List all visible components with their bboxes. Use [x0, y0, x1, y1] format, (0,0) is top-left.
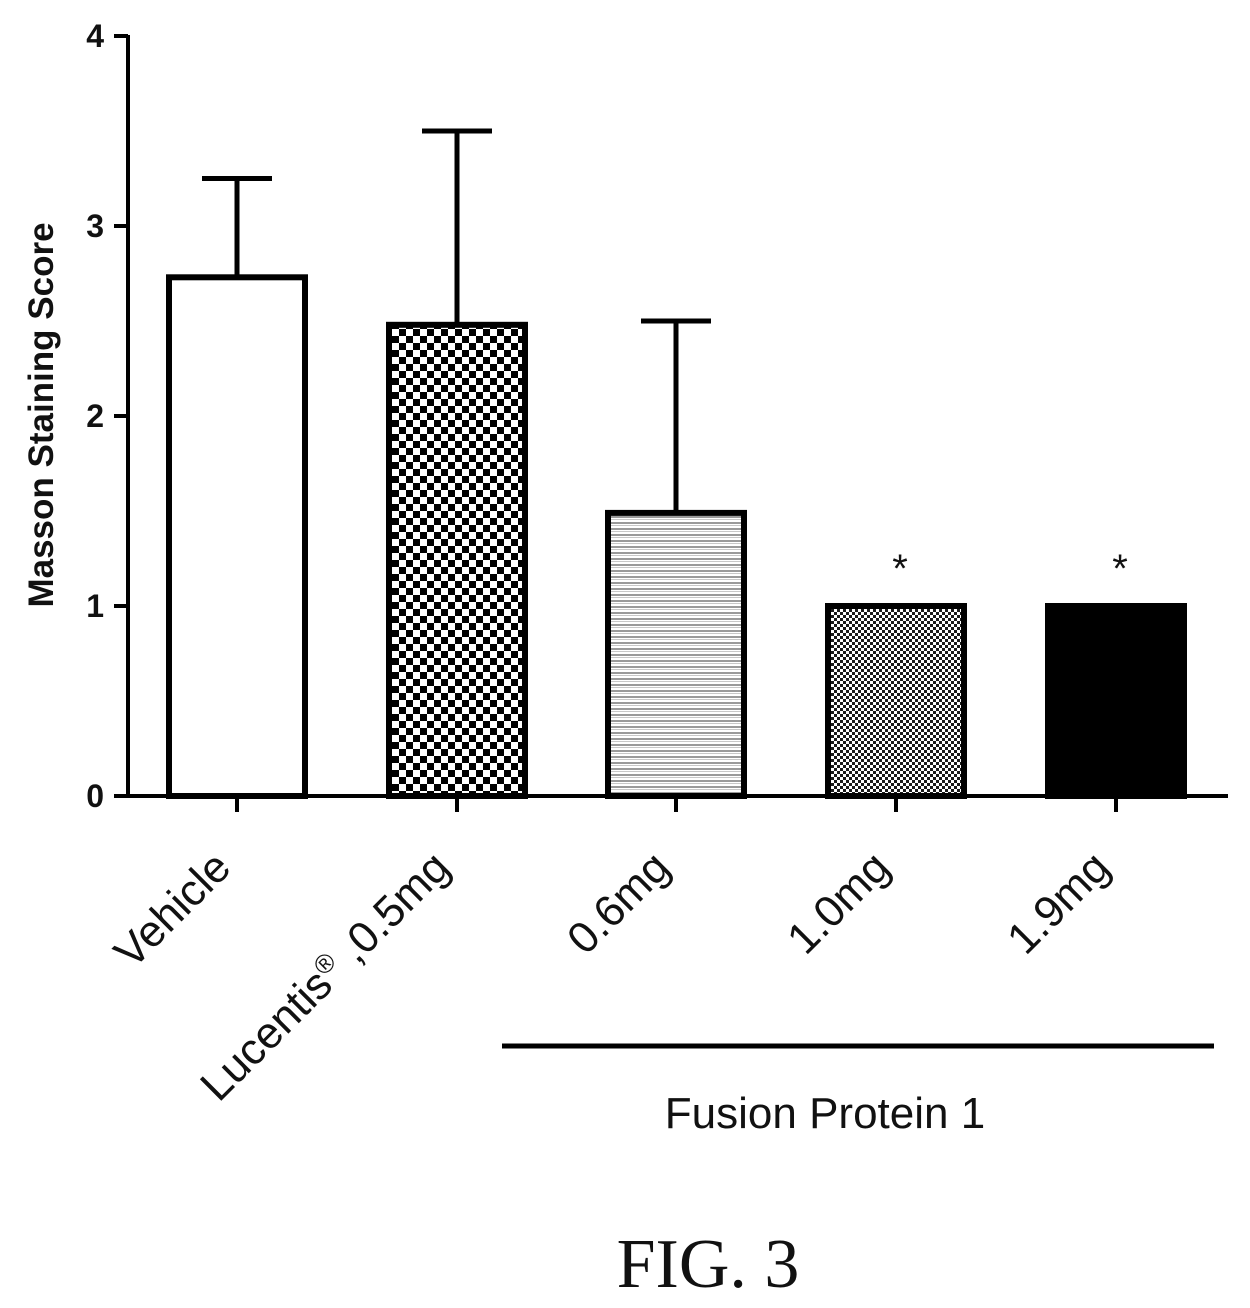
y-axis-label: Masson Staining Score	[22, 222, 61, 607]
x-axis-ticks: Vehicle 0.6mg 1.0mg 1.9mg	[105, 796, 1119, 977]
y-axis-ticks: 0 1 2 3 4	[86, 18, 128, 814]
significance-marker: *	[1112, 547, 1128, 591]
x-tick-label-0-6mg: 0.6mg	[558, 842, 679, 963]
x-tick-label-1-0mg: 1.0mg	[778, 842, 899, 963]
bar-vehicle	[166, 274, 308, 799]
y-tick-label: 3	[86, 208, 104, 244]
bar-1-9mg	[1045, 603, 1187, 799]
x-tick-label-lucentis-dose: ,0.5mg	[321, 842, 459, 980]
bar-0-6mg	[605, 509, 747, 800]
x-tick-label-lucentis-name: Lucentis	[191, 960, 342, 1111]
bar-1-0mg	[825, 603, 967, 799]
y-tick-label: 2	[86, 398, 104, 434]
significance-marker: *	[892, 547, 908, 591]
y-tick-label: 1	[86, 588, 104, 624]
y-tick-label: 4	[86, 18, 104, 54]
x-tick-label-1-9mg: 1.9mg	[998, 842, 1119, 963]
bar-lucentis	[386, 321, 528, 799]
figure-caption: FIG. 3	[617, 1226, 800, 1303]
group-bracket-label: Fusion Protein 1	[665, 1089, 985, 1138]
x-tick-label-vehicle: Vehicle	[105, 842, 240, 977]
bars: * *	[166, 128, 1187, 800]
y-tick-label: 0	[86, 778, 104, 814]
